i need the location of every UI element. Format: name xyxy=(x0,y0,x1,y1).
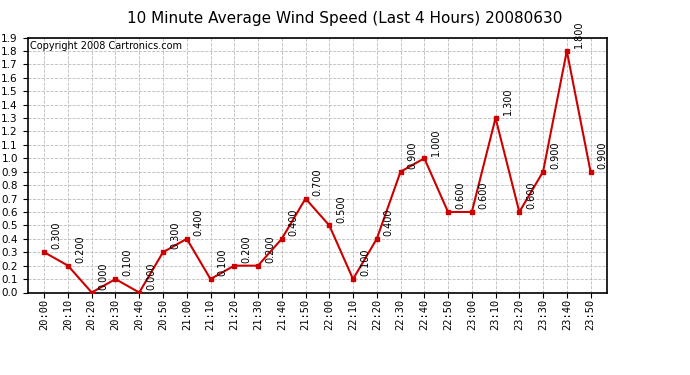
Text: 1.000: 1.000 xyxy=(431,128,441,156)
Text: 0.500: 0.500 xyxy=(336,195,346,223)
Text: 0.300: 0.300 xyxy=(51,222,61,249)
Text: 0.400: 0.400 xyxy=(288,209,299,236)
Text: Copyright 2008 Cartronics.com: Copyright 2008 Cartronics.com xyxy=(30,41,182,51)
Text: 0.900: 0.900 xyxy=(550,141,560,169)
Text: 0.100: 0.100 xyxy=(360,249,370,276)
Text: 0.400: 0.400 xyxy=(384,209,394,236)
Text: 0.600: 0.600 xyxy=(479,182,489,209)
Text: 1.800: 1.800 xyxy=(574,21,584,48)
Text: 0.000: 0.000 xyxy=(99,262,109,290)
Text: 0.700: 0.700 xyxy=(313,168,322,196)
Text: 0.400: 0.400 xyxy=(194,209,204,236)
Text: 0.200: 0.200 xyxy=(241,235,251,263)
Text: 0.600: 0.600 xyxy=(455,182,465,209)
Text: 10 Minute Average Wind Speed (Last 4 Hours) 20080630: 10 Minute Average Wind Speed (Last 4 Hou… xyxy=(128,11,562,26)
Text: 0.900: 0.900 xyxy=(598,141,607,169)
Text: 0.000: 0.000 xyxy=(146,262,156,290)
Text: 0.200: 0.200 xyxy=(265,235,275,263)
Text: 0.200: 0.200 xyxy=(75,235,85,263)
Text: 0.300: 0.300 xyxy=(170,222,180,249)
Text: 1.300: 1.300 xyxy=(502,88,513,115)
Text: 0.900: 0.900 xyxy=(408,141,417,169)
Text: 0.100: 0.100 xyxy=(122,249,132,276)
Text: 0.600: 0.600 xyxy=(526,182,536,209)
Text: 0.100: 0.100 xyxy=(217,249,228,276)
